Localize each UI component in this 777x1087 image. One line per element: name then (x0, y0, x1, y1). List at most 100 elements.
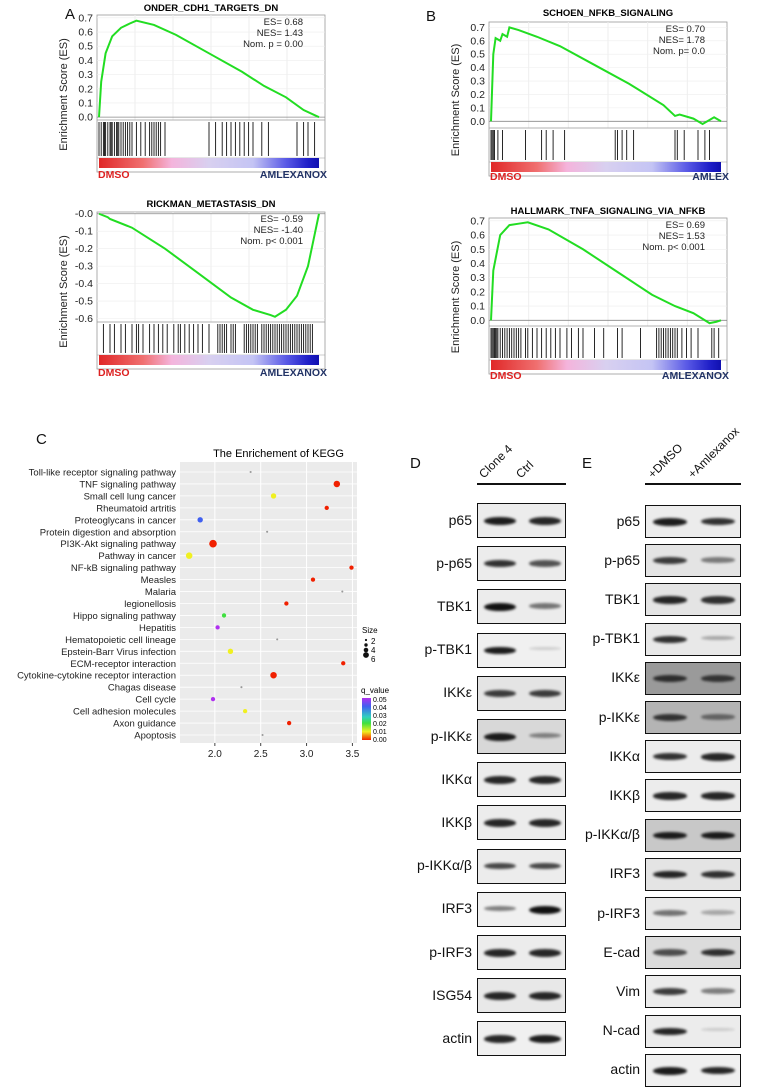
y-tick-label: 0.3 (470, 76, 485, 88)
category-label: Chagas disease (108, 683, 176, 694)
category-label: PI3K-Akt signaling pathway (60, 539, 176, 550)
stat-label: Nom. p= 0.0 (653, 46, 705, 57)
protein-band (528, 949, 561, 957)
stat-label: NES= 1.43 (257, 28, 303, 39)
protein-band (700, 518, 736, 526)
panel-label-a: A (65, 6, 76, 23)
protein-label: TBK1 (436, 597, 472, 614)
y-axis-label: Enrichment Score (ES) (450, 241, 462, 353)
protein-band (700, 831, 736, 840)
stat-label: NES= -1.40 (254, 225, 303, 236)
rank-color-bar (491, 360, 721, 370)
blot-image (645, 583, 741, 617)
data-point (209, 539, 217, 548)
category-label: Proteoglycans in cancer (75, 515, 176, 526)
x-tick-label: 2.0 (208, 749, 222, 760)
protein-label: E-cad (603, 943, 640, 960)
q-legend-label: 0.01 (373, 729, 387, 736)
protein-band (528, 1035, 561, 1044)
protein-band (700, 714, 736, 720)
size-legend-dot (364, 638, 368, 642)
gsea-plot-gsea-b2: 0.7 0.6 0.5 0.4 0.3 0.2 0.1 0.0 Enrichment Score… (450, 206, 729, 382)
protein-band (484, 560, 517, 568)
category-label: Small cell lung cancer (84, 491, 176, 502)
protein-label: actin (442, 1029, 472, 1046)
protein-band (700, 949, 736, 957)
protein-band (528, 862, 561, 870)
protein-band (484, 1035, 517, 1043)
data-point (310, 577, 316, 582)
x-tick-label: 3.0 (300, 749, 314, 760)
blot-image (477, 848, 566, 884)
category-label: Protein digestion and absorption (40, 527, 176, 538)
y-tick-label: 0.2 (78, 83, 93, 95)
y-tick-label: 0.5 (78, 41, 93, 53)
category-label: Cell cycle (135, 695, 176, 706)
y-tick-label: 0.1 (78, 97, 93, 109)
protein-label: IRF3 (609, 865, 640, 882)
protein-band (700, 596, 736, 604)
kegg-dot-plot: Toll-like receptor signaling pathwayTNF … (17, 448, 390, 760)
category-label: Toll-like receptor signaling pathway (29, 468, 177, 479)
data-point (341, 661, 346, 666)
protein-label: N-cad (602, 1022, 640, 1039)
protein-band (484, 905, 517, 912)
stat-label: Nom. p = 0.00 (243, 39, 303, 50)
protein-band (484, 517, 517, 525)
left-phenotype-label: DMSO (490, 171, 522, 183)
y-tick-label: -0.6 (75, 313, 93, 325)
size-legend-dot (363, 647, 369, 653)
protein-band (528, 689, 561, 697)
protein-band (528, 733, 561, 739)
category-label: Hepatitis (139, 623, 176, 634)
data-point (242, 708, 248, 714)
blot-image (645, 936, 741, 970)
protein-label: p-IKKε (598, 708, 640, 725)
blot-image (477, 935, 566, 970)
protein-band (700, 792, 736, 800)
size-legend-title: Size (362, 626, 378, 635)
y-axis-label: Enrichment Score (ES) (58, 38, 70, 150)
protein-band (652, 674, 688, 682)
blot-image (477, 805, 566, 841)
protein-label: ISG54 (432, 986, 472, 1003)
gsea-plot-gsea-a2: -0.0 -0.1 -0.2 -0.3 -0.4 -0.5 -0.6 Enrichment S… (58, 199, 327, 379)
protein-label: actin (610, 1061, 640, 1078)
panel-label-e: E (582, 455, 593, 472)
q-color-scale (362, 698, 371, 740)
protein-band (528, 819, 561, 827)
blot-image (477, 719, 566, 754)
protein-label: p-p65 (604, 551, 640, 568)
category-label: Pathway in cancer (98, 551, 176, 562)
chart-title: SCHOEN_NFKB_SIGNALING (543, 8, 673, 19)
category-label: Hematopoietic cell lineage (65, 635, 176, 646)
blot-image (477, 589, 566, 625)
protein-label: IKKε (443, 684, 472, 701)
data-point (197, 517, 203, 523)
blot-image (477, 978, 566, 1014)
protein-label: IKKβ (441, 813, 472, 830)
protein-band (700, 870, 736, 879)
blot-image (645, 740, 741, 774)
q-legend-label: 0.03 (373, 713, 387, 720)
x-tick-label: 3.5 (345, 749, 359, 760)
y-tick-label: 0.4 (470, 258, 485, 270)
blot-image (477, 1021, 566, 1057)
protein-band (528, 560, 561, 567)
y-tick-label: -0.5 (75, 296, 93, 308)
protein-label: p-IKKα/β (584, 826, 640, 843)
enrichment-curve (490, 221, 722, 325)
protein-band (652, 870, 688, 879)
protein-band (484, 689, 517, 697)
y-tick-label: -0.2 (75, 243, 93, 255)
panel-label-b: B (426, 8, 437, 25)
right-phenotype-label: AMLEXANOX (260, 169, 327, 181)
chart-title: RICKMAN_METASTASIS_DN (147, 199, 276, 210)
data-point (215, 625, 220, 630)
chart-title: ONDER_CDH1_TARGETS_DN (144, 3, 279, 14)
blot-image (645, 897, 741, 930)
right-phenotype-label: AMLEXANOX (260, 367, 327, 379)
y-tick-label: 0.4 (78, 55, 93, 67)
y-tick-label: 0.4 (470, 62, 485, 74)
protein-band (484, 776, 517, 784)
